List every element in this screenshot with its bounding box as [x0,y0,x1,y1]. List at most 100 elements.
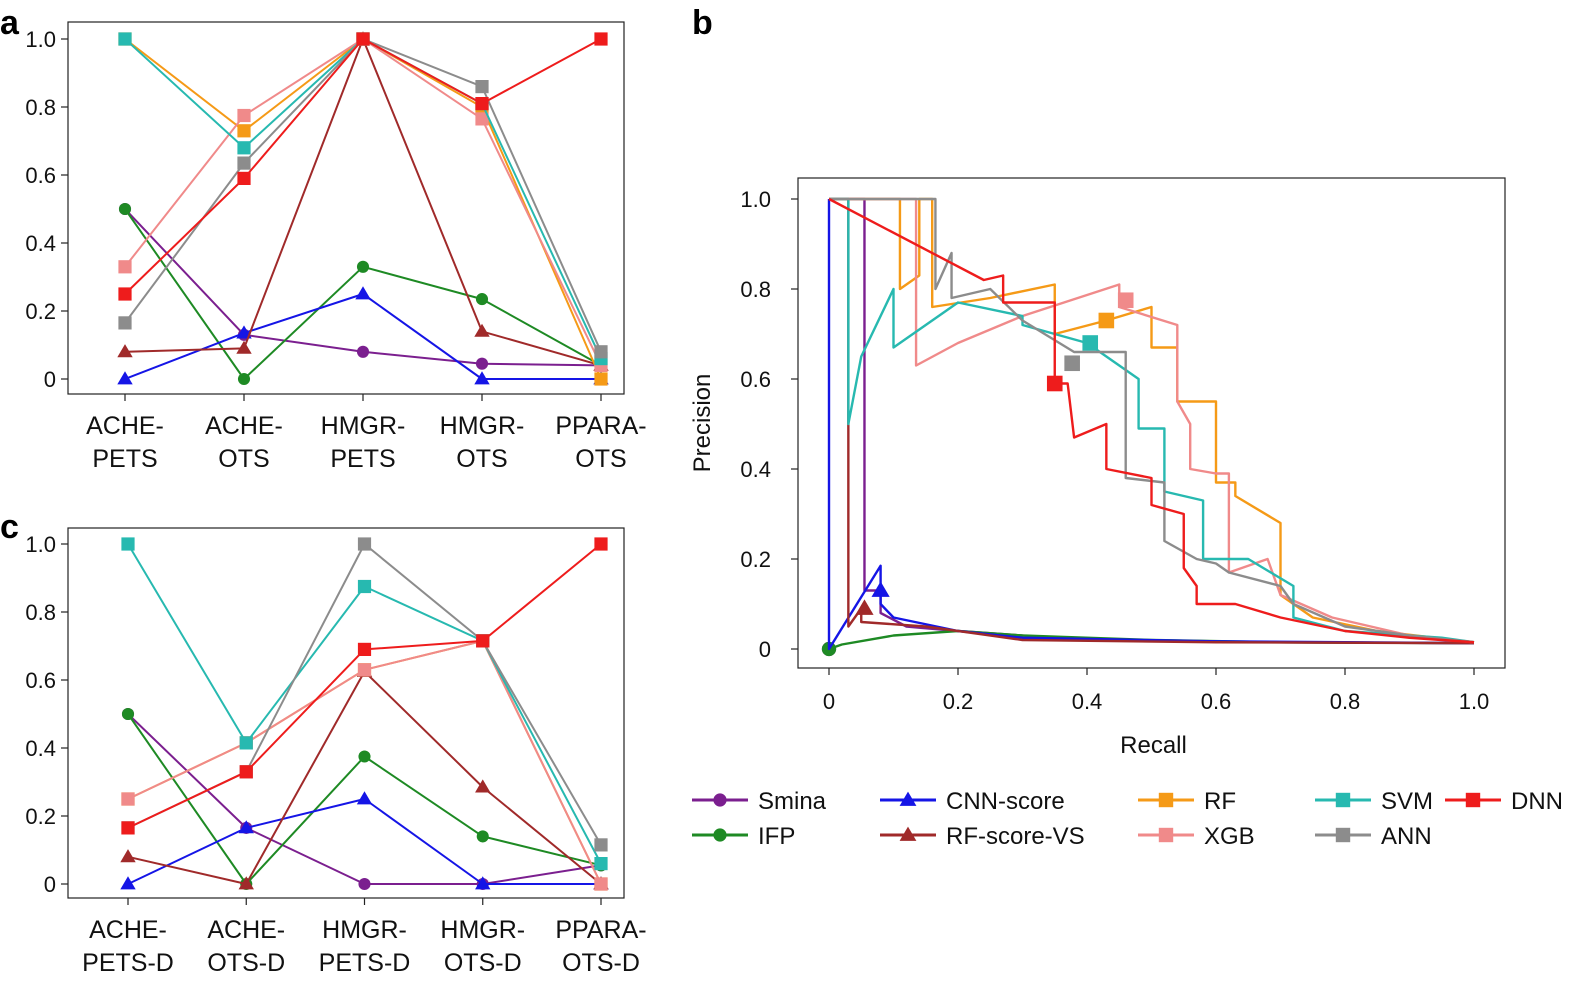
data-point-xgb [237,108,251,123]
data-point-rf-score-vs [236,340,252,354]
data-point-rf-score-vs [475,779,491,793]
y-tick-label-a: 0.6 [25,163,56,188]
data-point-rf-score-vs [474,323,490,337]
legend-marker [1465,792,1481,808]
legend-item-ann: ANN [1315,823,1432,850]
data-point-svm [239,736,253,750]
data-point-xgb [357,663,372,677]
y-tick-label-b: 0 [759,637,771,662]
series-line-rf-score-vs [124,38,602,367]
data-point-dnn [594,32,608,46]
legend-label: CNN-score [946,788,1065,815]
legend-marker [1158,792,1174,808]
legend-item-xgb: XGB [1138,823,1255,850]
legend-item-rf: RF [1138,788,1236,815]
data-point-dnn [476,634,490,648]
panel-label-c: c [0,508,19,546]
x-tick-label-c: PPARA- [555,916,646,944]
legend-marker [1158,827,1174,843]
x-tick-label-b: 0.8 [1330,689,1361,714]
data-point-rf-score-vs [117,344,133,358]
data-point-ifp [358,750,371,763]
curve-line-rf [829,197,1475,644]
data-point-svm [237,141,251,155]
data-point-ifp [237,372,251,386]
legend-label: SVM [1381,788,1433,815]
curve-rf-score-vs [829,197,1475,645]
legend-item-smina: Smina [692,788,827,815]
chart-panel-b: 0 0.2 0.4 0.6 0.8 1.0 0 0.2 0.4 0.6 0.8 1.0 Recall Pr… [689,177,1506,759]
x-tick-label-b: 0.2 [943,689,974,714]
data-point-dnn [594,537,608,551]
data-point-dnn [475,97,489,111]
series-line-ann [124,38,602,353]
curve-marker-cnn-score [871,581,890,597]
y-tick-label-a: 0 [44,367,56,392]
data-point-dnn [237,171,251,185]
data-point-cnn-score [120,876,136,890]
x-tick-label-a: OTS [218,445,269,473]
x-tick-label-c: PETS-D [319,949,411,977]
plot-frame-c [67,527,625,899]
legend-label: Smina [758,788,827,815]
legend-label: XGB [1204,823,1255,850]
plot-frame-a [67,21,625,395]
x-tick-label-a: HMGR- [440,412,525,440]
y-tick-label-b: 0.8 [740,277,771,302]
curve-rf [829,197,1475,644]
data-point-ifp [121,707,135,721]
data-point-dnn [356,32,370,46]
x-tick-label-c: PETS-D [82,949,174,977]
series-rf-score-vs-a [117,31,609,371]
x-tick-label-a: OTS [456,445,507,473]
series-line-dnn [124,38,602,295]
legend-marker [899,826,917,841]
data-point-smina [358,877,371,891]
series-line-cnn-score [124,293,601,380]
curve-line-cnn-score [827,199,1475,651]
y-tick-label-c: 0.2 [25,804,56,829]
curve-xgb [829,197,1475,644]
data-point-dnn [121,821,135,835]
x-tick-label-a: OTS [575,445,626,473]
data-point-ann [118,316,132,330]
data-point-ifp [476,830,489,843]
curve-marker-xgb [1117,292,1134,309]
y-tick-label-b: 1.0 [740,187,771,212]
x-tick-label-c: ACHE- [207,916,285,944]
series-dnn-c [121,537,608,835]
curve-dnn [828,197,1475,644]
x-tick-label-c: OTS-D [444,949,522,977]
y-tick-label-b: 0.2 [740,547,771,572]
legend-item-cnn-score: CNN-score [880,788,1065,815]
data-point-cnn-score [355,286,371,300]
data-point-svm [118,32,132,46]
data-point-xgb [594,877,608,891]
legend-item-svm: SVM [1315,788,1433,815]
data-point-smina [356,345,370,358]
series-rf-a [118,32,608,386]
x-tick-label-c: ACHE- [89,916,167,944]
plot-frame-b [797,177,1506,669]
series-line-rf [124,38,602,380]
series-line-cnn-score [127,798,601,885]
legend-marker [1335,792,1351,808]
y-tick-label-c: 0 [44,872,56,897]
data-point-cnn-score [475,876,491,890]
curve-svm [829,197,1475,644]
data-point-svm [594,857,608,871]
data-point-ifp [475,293,489,306]
legend-label: IFP [758,823,795,850]
curve-marker-dnn [1046,375,1063,392]
curve-line-rf-score-vs [829,197,1475,645]
chart-panel-a: 0 0.2 0.4 0.6 0.8 1.0 ACHE- PETS ACHE- OTS HMGR- PE… [25,21,647,473]
curve-ann [829,197,1475,644]
series-line-xgb [124,38,602,366]
curve-line-dnn [828,197,1475,644]
series-ann-a [118,32,608,359]
x-tick-label-a: HMGR- [321,412,406,440]
data-point-svm [357,579,372,594]
curve-line-smina [829,197,1475,645]
series-dnn-a [118,32,608,301]
legend-label: RF [1204,788,1236,815]
